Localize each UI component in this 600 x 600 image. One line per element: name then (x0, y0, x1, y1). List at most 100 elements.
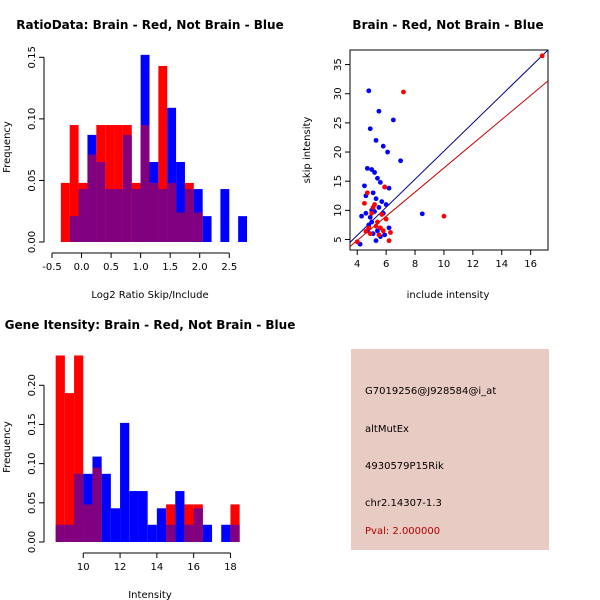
hist-bar-overlap (83, 504, 93, 542)
scatter-point-not-brain (367, 126, 373, 132)
x-tick-label: 10 (438, 259, 451, 270)
y-tick-label: 10 (333, 204, 344, 217)
scatter-xlabel: include intensity (407, 290, 490, 301)
scatter-point-not-brain (398, 158, 403, 164)
hist-bar-not-brain (176, 161, 185, 242)
ratio-hist-title: RatioData: Brain - Red, Not Brain - Blue (16, 18, 283, 32)
hist-bar-brain (230, 504, 240, 542)
scatter-point-brain (367, 231, 373, 237)
hist-bar-overlap (158, 189, 168, 242)
y-tick-label: 35 (333, 58, 344, 71)
hist-bar-not-brain (221, 524, 231, 542)
hist-bar-not-brain (202, 524, 213, 542)
scatter-points (354, 53, 545, 247)
scatter-point-brain (383, 216, 389, 222)
hist-bar-overlap (184, 524, 194, 542)
scatter-point-not-brain (386, 225, 392, 231)
scatter-point-not-brain (419, 211, 425, 217)
intensity-scatter: Brain - Red, Not Brain - Blue include in… (302, 18, 549, 301)
scatter-point-not-brain (390, 117, 396, 123)
hist-bar-overlap (193, 212, 203, 242)
scatter-point-brain (386, 238, 392, 244)
y-tick-label: 0.15 (27, 46, 38, 68)
intensity-hist-xlabel: Intensity (128, 590, 172, 600)
scatter-point-not-brain (373, 137, 379, 143)
y-tick-label: 0.05 (27, 492, 38, 514)
x-tick-label: 4 (354, 259, 360, 270)
hist-bar-not-brain (129, 491, 139, 542)
scatter-point-not-brain (369, 219, 375, 225)
x-tick-label: 12 (466, 259, 479, 270)
scatter-point-not-brain (379, 199, 385, 205)
scatter-point-not-brain (359, 213, 364, 219)
scatter-point-not-brain (375, 175, 380, 181)
scatter-point-not-brain (383, 202, 389, 207)
ratio-hist-axes: -0.5 0.0 0.5 1.0 1.5 2.0 2.5 0.00 0.05 0.10 0.15 (27, 46, 237, 273)
pval-text: Pval: 2.000000 (365, 526, 441, 537)
scatter-point-not-brain (377, 179, 383, 185)
hist-bar-overlap (74, 473, 84, 542)
scatter-point-brain (362, 200, 367, 206)
x-tick-label: 2.5 (221, 262, 237, 273)
scatter-plot-box (349, 49, 549, 251)
y-tick-label: 0.15 (27, 413, 38, 435)
hist-bar-brain (184, 504, 194, 542)
intensity-hist-ylabel: Frequency (2, 421, 13, 473)
scatter-point-brain (363, 228, 369, 234)
x-tick-label: 2.0 (192, 262, 208, 273)
regression-line-red (349, 80, 549, 247)
scatter-point-not-brain (362, 183, 367, 189)
probe-id-text: G7019256@J928584@i_at (365, 386, 497, 397)
x-tick-label: 6 (383, 259, 389, 270)
ratio-hist-bars (60, 54, 247, 243)
y-tick-label: 30 (333, 87, 344, 100)
scatter-point-not-brain (370, 190, 376, 196)
hist-bar-not-brain (101, 473, 111, 542)
x-tick-label: 16 (524, 259, 537, 270)
hist-bar-brain (158, 65, 168, 243)
scatter-point-brain (376, 232, 382, 238)
x-tick-label: 0.0 (74, 262, 90, 273)
hist-bar-not-brain (202, 216, 212, 242)
hist-bar-overlap (87, 154, 97, 242)
hist-bar-overlap (69, 216, 79, 242)
hist-bar-brain (60, 182, 70, 242)
hist-bar-overlap (184, 189, 194, 242)
x-tick-label: 14 (495, 259, 508, 270)
scatter-point-brain (373, 223, 379, 229)
hist-bar-brain (74, 355, 84, 542)
hist-bar-overlap (176, 212, 185, 242)
hist-bar-overlap (131, 189, 141, 242)
regression-line-blue (349, 49, 549, 243)
scatter-point-not-brain (363, 210, 369, 216)
gene-info-panel: G7019256@J928584@i_at altMutEx 4930579P1… (351, 349, 549, 550)
x-tick-label: 8 (412, 259, 418, 270)
intensity-hist-axes: 10 12 14 16 18 0.00 0.05 0.10 0.15 0.20 (27, 374, 237, 573)
scatter-point-brain (380, 228, 386, 234)
ratio-hist-xlabel: Log2 Ratio Skip/Include (91, 290, 208, 301)
event-type-text: altMutEx (365, 424, 409, 435)
hist-bar-overlap (167, 182, 177, 242)
scatter-point-brain (441, 213, 447, 219)
hist-bar-brain (69, 125, 79, 242)
hist-bar-not-brain (167, 107, 177, 242)
hist-bar-overlap (149, 182, 159, 242)
hist-bar-overlap (193, 508, 203, 542)
hist-bar-not-brain (156, 508, 167, 542)
scatter-point-brain (354, 239, 360, 245)
scatter-point-not-brain (376, 205, 382, 210)
y-tick-label: 0.10 (27, 108, 38, 130)
y-tick-label: 0.20 (27, 374, 38, 396)
scatter-point-brain (369, 210, 375, 216)
y-tick-label: 25 (333, 117, 344, 130)
y-tick-label: 0.05 (27, 169, 38, 191)
ratio-hist-ylabel: Frequency (2, 121, 13, 173)
scatter-point-not-brain (373, 196, 379, 202)
scatter-point-not-brain (373, 238, 379, 244)
scatter-point-brain (401, 89, 406, 95)
scatter-point-brain (379, 212, 385, 217)
x-tick-label: 1.0 (133, 262, 149, 273)
hist-bar-overlap (78, 189, 88, 242)
